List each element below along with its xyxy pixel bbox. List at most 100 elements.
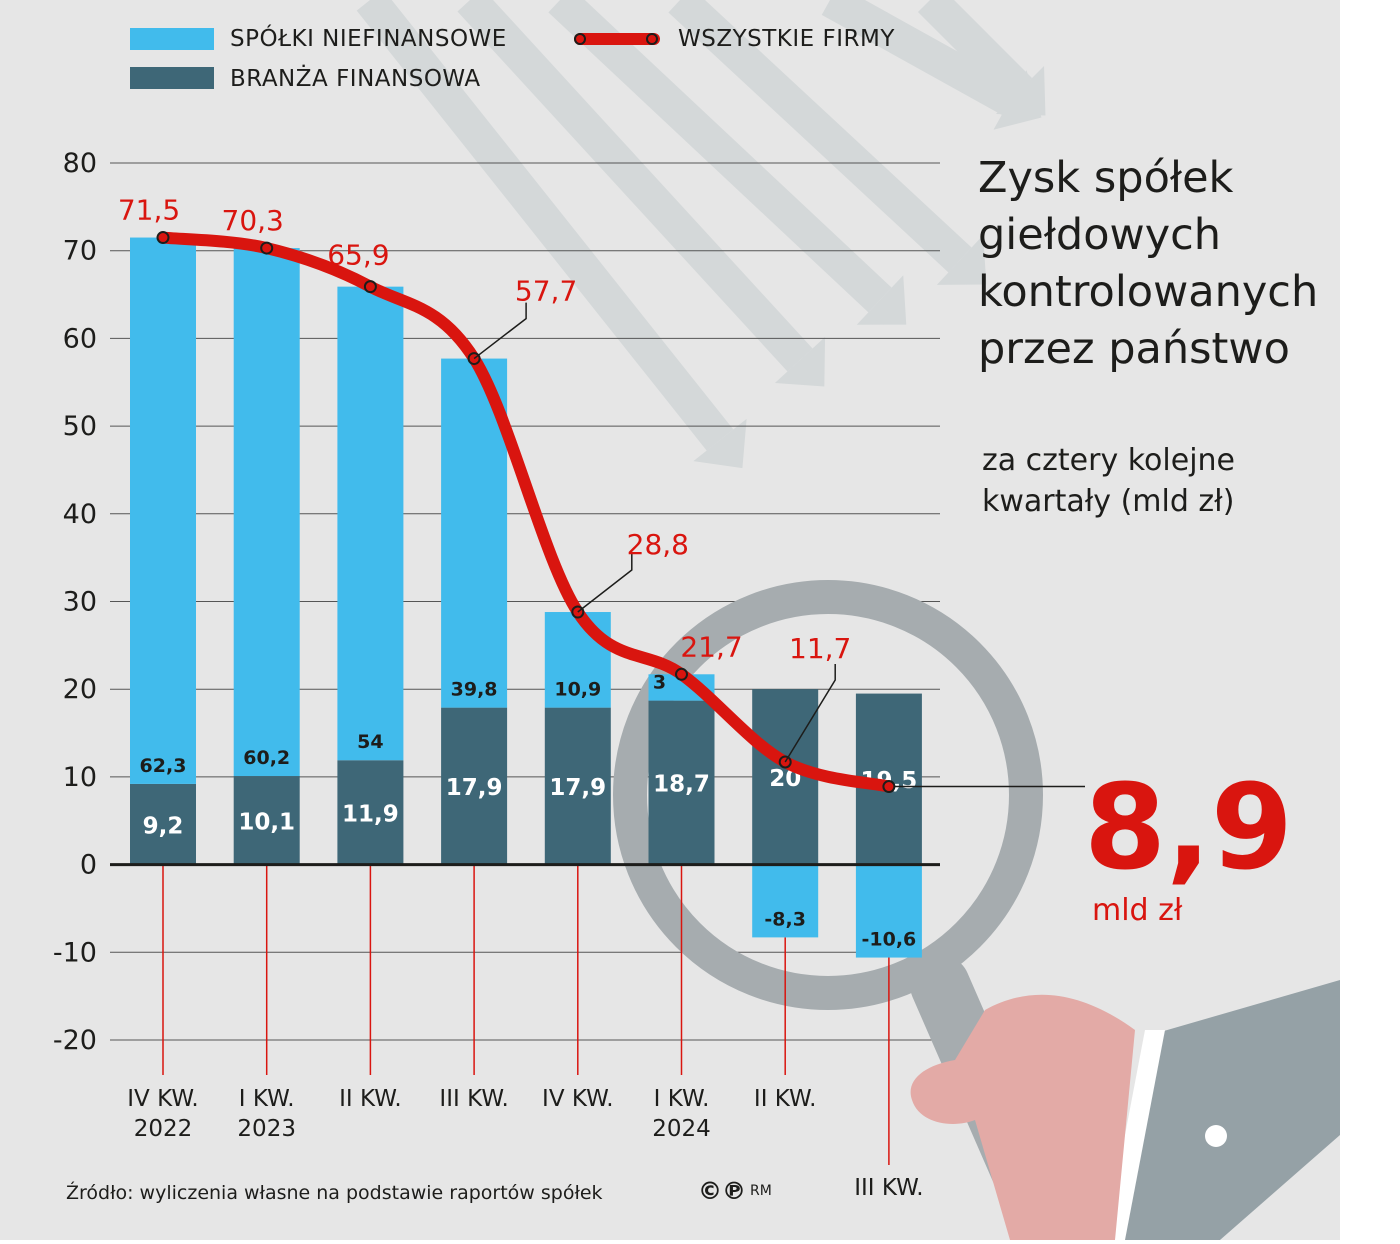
legend-swatch-nonfinancial — [130, 28, 214, 50]
bar-label-financial: 17,9 — [549, 775, 606, 801]
bar-label-financial: 18,7 — [653, 772, 710, 798]
bar-label-nonfinancial: 62,3 — [140, 755, 187, 777]
y-tick-label: 40 — [63, 499, 97, 530]
y-tick-label: -10 — [53, 937, 97, 968]
bar-nonfinancial — [233, 248, 300, 777]
line-point — [363, 280, 377, 294]
line-value-label: 70,3 — [222, 204, 284, 237]
line-value-label: 65,9 — [327, 239, 389, 272]
legend-label-nonfinancial: SPÓŁKI NIEFINANSOWE — [230, 26, 507, 52]
x-tick-label-year: 2022 — [134, 1116, 193, 1142]
line-point — [260, 241, 274, 255]
bar-nonfinancial — [855, 864, 922, 958]
bar-value-labels: 9,2 62,3 10,1 60,2 11,9 54 17,9 39,8 17,9 10,9 18,… — [140, 672, 918, 951]
bar-nonfinancial — [752, 864, 819, 938]
y-tick-label: 10 — [63, 762, 97, 793]
bar-nonfinancial — [544, 612, 611, 708]
highlight-unit: mld zł — [1092, 893, 1183, 928]
bar-label-nonfinancial: 54 — [357, 731, 383, 753]
legend-swatch-financial — [130, 67, 214, 89]
x-tick-label-year: 2023 — [237, 1116, 296, 1142]
highlight-value: 8,9 — [1084, 758, 1294, 896]
bar-financial — [130, 783, 196, 865]
title-line: Zysk spółek — [978, 153, 1234, 203]
x-tick-label: II KW. — [339, 1086, 402, 1112]
background-arrow-shaft — [917, 0, 1033, 103]
title-line: giełdowych — [978, 210, 1222, 260]
credit-initials: RM — [750, 1183, 772, 1199]
background-arrow-head — [856, 275, 907, 325]
line-value-label: 28,8 — [627, 528, 689, 561]
background-arrow-head — [995, 65, 1046, 116]
x-tick-label: I KW. — [239, 1086, 295, 1112]
hand-sleeve — [1120, 980, 1340, 1240]
hand-button — [1205, 1125, 1227, 1147]
legend-swatch-all-point — [646, 33, 658, 45]
background-arrow-head — [936, 235, 987, 285]
line-point — [156, 231, 170, 245]
x-tick-label: I KW. — [654, 1086, 710, 1112]
legend — [130, 28, 660, 89]
x-tick-label: II KW. — [754, 1086, 817, 1112]
bar-label-nonfinancial: -8,3 — [764, 908, 806, 930]
line-value-label: 11,7 — [789, 632, 851, 665]
x-tick-label-year: 2024 — [652, 1116, 711, 1142]
background-arrow-shaft — [457, 0, 813, 372]
bar-label-financial: 17,9 — [446, 775, 503, 801]
line-value-label: 57,7 — [515, 275, 577, 308]
legend-swatch-all-point — [574, 33, 586, 45]
line-point — [882, 780, 896, 794]
bar-label-nonfinancial: 10,9 — [554, 679, 601, 701]
bar-label-nonfinancial: 39,8 — [451, 679, 498, 701]
x-tick-label: IV KW. — [127, 1086, 199, 1112]
bar-financial — [544, 707, 611, 865]
line-label-leader — [784, 663, 836, 763]
hand-icon — [910, 980, 1340, 1240]
hand-palm — [910, 994, 1135, 1240]
bar-label-nonfinancial: 60,2 — [243, 747, 290, 769]
subtitle-line: kwartały (mld zł) — [982, 484, 1235, 519]
background-arrows-icon — [356, 0, 1046, 469]
y-tick-label: 50 — [63, 411, 97, 442]
bar-label-financial: 9,2 — [143, 813, 184, 839]
background-arrow-shaft — [821, 0, 1019, 115]
subtitle-line: za cztery kolejne — [982, 443, 1236, 478]
background-arrow-shaft — [548, 0, 892, 313]
y-axis: 80 70 60 50 40 30 20 10 0 -10 -20 — [53, 148, 97, 1056]
all-companies-line-path — [157, 231, 895, 793]
bar-financial — [648, 700, 715, 865]
y-tick-label: 0 — [80, 850, 97, 881]
background-arrow-shaft — [668, 0, 972, 273]
background-arrow-head — [693, 418, 747, 469]
bar-label-financial: 10,1 — [238, 809, 295, 835]
background-arrow-head — [774, 337, 826, 387]
bar-financial — [233, 776, 300, 865]
x-tick-label: IV KW. — [542, 1086, 614, 1112]
y-tick-label: -20 — [53, 1025, 97, 1056]
x-tick-label: III KW. — [854, 1175, 923, 1201]
legend-label-financial: BRANŻA FINANSOWA — [230, 66, 481, 92]
bar-financial — [441, 707, 508, 865]
title-line: kontrolowanych — [978, 267, 1319, 317]
line-value-label: 21,7 — [680, 630, 742, 663]
title-line: przez państwo — [978, 324, 1290, 374]
category-drop-lines — [162, 864, 890, 1165]
background-arrow-shaft — [356, 0, 734, 451]
line-label-leader — [473, 302, 527, 360]
magnifier-ring — [613, 580, 1043, 1010]
line-value-labels: 71,5 70,3 65,9 57,7 28,8 21,7 11,7 — [118, 194, 851, 763]
credit-symbols: ©℗ — [698, 1177, 746, 1205]
all-companies-line — [156, 231, 1085, 794]
bar-nonfinancial — [130, 237, 196, 784]
bar-label-nonfinancial: -10,6 — [862, 929, 917, 951]
y-tick-label: 60 — [63, 323, 97, 354]
y-tick-label: 30 — [63, 587, 97, 618]
y-tick-label: 70 — [63, 236, 97, 267]
chart-subtitle: za cztery kolejne kwartały (mld zł) — [982, 440, 1362, 522]
chart-title: Zysk spółek giełdowych kontrolowanych pr… — [978, 150, 1378, 378]
x-tick-label: III KW. — [439, 1086, 508, 1112]
line-value-label: 71,5 — [118, 194, 180, 227]
bar-label-nonfinancial: 3 — [653, 672, 666, 694]
